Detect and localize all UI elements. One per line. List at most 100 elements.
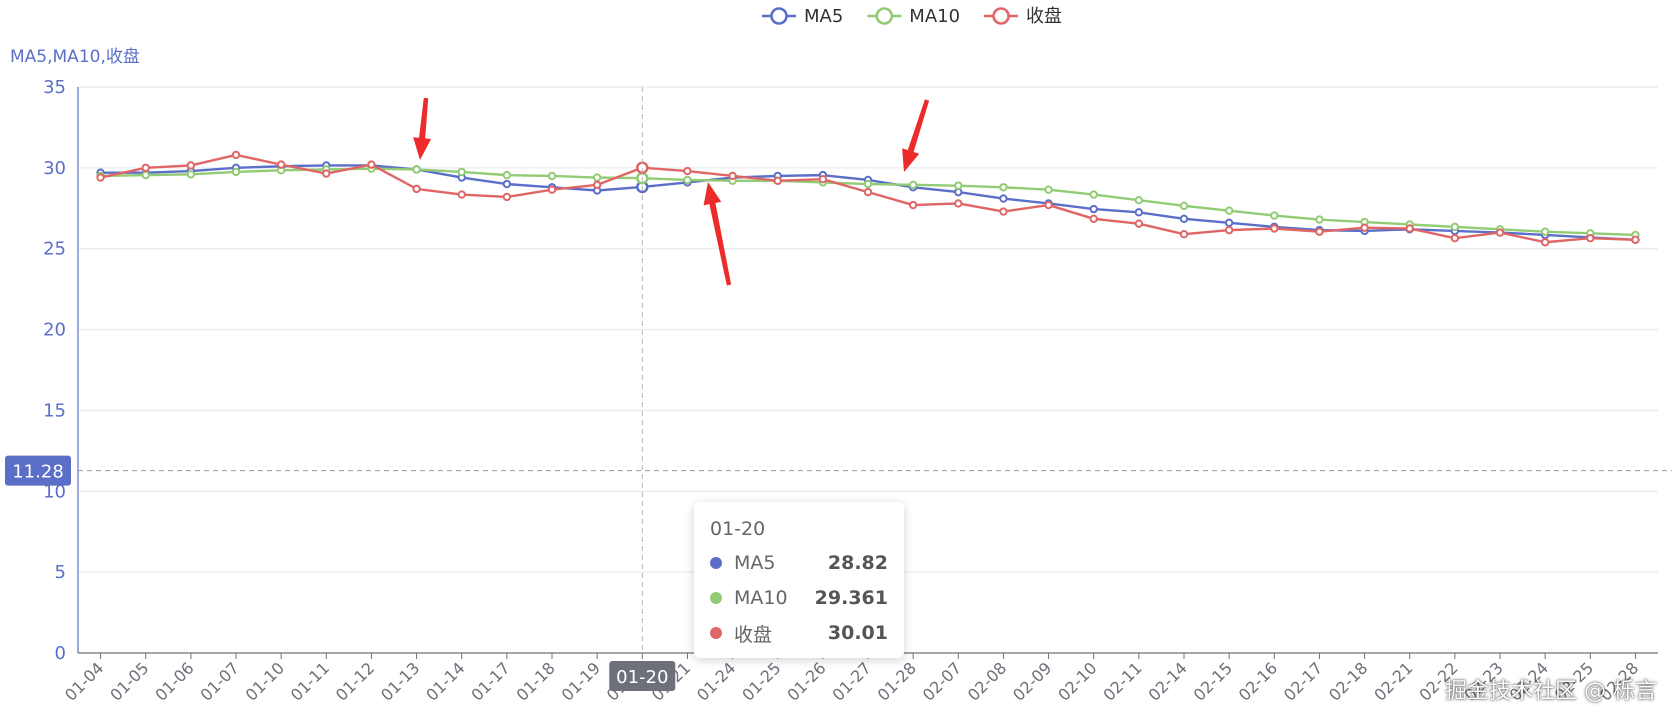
arrow-shape xyxy=(902,99,930,173)
data-point xyxy=(954,187,963,197)
data-point xyxy=(412,165,421,174)
data-point xyxy=(1179,201,1189,211)
x-tick-label: 01-06 xyxy=(151,658,197,704)
data-point xyxy=(1450,234,1460,243)
data-point xyxy=(1495,228,1505,237)
data-point xyxy=(502,192,512,202)
data-point xyxy=(367,160,376,169)
data-point xyxy=(1044,200,1053,210)
data-point xyxy=(1224,206,1234,215)
x-tick-label: 02-08 xyxy=(964,658,1010,704)
tooltip-dot-close xyxy=(710,627,722,639)
legend-label-1: MA10 xyxy=(909,6,960,27)
data-point xyxy=(231,167,241,177)
data-point xyxy=(818,174,828,184)
y-tick-label: 35 xyxy=(43,77,66,98)
x-tick-label: 01-26 xyxy=(783,658,829,704)
x-tick-label: 01-17 xyxy=(467,658,513,704)
data-point xyxy=(773,176,782,185)
x-tick-label: 01-12 xyxy=(332,658,378,704)
y-axis-label: MA5,MA10,收盘 xyxy=(10,47,140,67)
x-tick-label: 01-04 xyxy=(61,658,107,704)
tooltip-row-ma10: MA10 29.361 xyxy=(710,583,888,613)
x-tick-label: 01-19 xyxy=(558,658,604,704)
data-point xyxy=(683,175,692,185)
x-tick-label: 02-07 xyxy=(919,658,965,704)
data-point xyxy=(1450,222,1460,232)
data-point xyxy=(231,150,241,160)
data-point xyxy=(457,190,466,199)
tooltip-dot-ma10 xyxy=(710,592,722,604)
data-point xyxy=(728,171,737,181)
tooltip-row-close: 收盘 30.01 xyxy=(710,618,888,648)
data-point xyxy=(954,199,963,208)
x-tick-label: 01-11 xyxy=(287,658,333,704)
crosshair-x-label: 01-20 xyxy=(616,667,668,688)
data-point xyxy=(502,170,512,180)
data-point xyxy=(1179,229,1189,239)
data-point xyxy=(276,160,286,169)
data-point xyxy=(1586,234,1595,243)
tooltip-value-ma5: 28.82 xyxy=(827,552,888,574)
x-tick-label: 02-10 xyxy=(1054,658,1100,704)
arrow-shape xyxy=(413,97,432,160)
data-point xyxy=(1315,215,1324,224)
crosshair-y-badge xyxy=(5,455,71,486)
data-point xyxy=(1270,224,1279,233)
data-point xyxy=(1315,227,1324,236)
x-tick-label: 01-18 xyxy=(513,658,559,704)
y-tick-label: 25 xyxy=(43,239,66,260)
legend[interactable]: MA5 MA10 收盘 xyxy=(762,6,1062,27)
x-tick-label: 01-13 xyxy=(377,658,423,704)
arrow-shape xyxy=(703,181,732,286)
tooltip-title: 01-20 xyxy=(710,518,766,540)
y-tick-label: 15 xyxy=(43,400,66,421)
crosshair-y-label: 11.28 xyxy=(12,462,64,483)
tooltip-value-ma10: 29.361 xyxy=(814,587,888,609)
data-point xyxy=(141,170,150,180)
data-point xyxy=(1540,227,1550,236)
data-point xyxy=(908,180,918,190)
x-tick-label: 01-05 xyxy=(106,658,152,704)
data-point xyxy=(1089,190,1098,199)
annotations: 11.28 01-20 xyxy=(5,87,1672,691)
data-point xyxy=(999,194,1008,203)
data-point xyxy=(547,185,557,194)
watermark: 掘金技术社区 @ 栎言 xyxy=(1445,679,1657,704)
series-layer xyxy=(96,150,1640,247)
tooltip-label-close: 收盘 xyxy=(734,623,773,646)
arrow-annotation-1 xyxy=(413,97,432,160)
data-point xyxy=(412,184,421,194)
arrow-annotation-3 xyxy=(703,181,732,286)
x-tick-label: 01-25 xyxy=(738,658,784,704)
x-tick-label: 01-28 xyxy=(874,658,920,704)
x-tick-label: 02-21 xyxy=(1370,658,1416,704)
data-point xyxy=(1134,208,1144,217)
data-point xyxy=(592,173,602,182)
data-point xyxy=(999,183,1008,192)
data-point xyxy=(863,187,873,197)
legend-label-0: MA5 xyxy=(804,6,843,27)
data-point xyxy=(683,166,692,176)
tooltip-label-ma5: MA5 xyxy=(734,552,776,574)
data-point xyxy=(1089,214,1098,223)
y-tick-label: 0 xyxy=(55,643,66,664)
data-point xyxy=(1405,224,1414,233)
data-point xyxy=(908,200,918,210)
data-point xyxy=(592,180,602,190)
data-point xyxy=(999,207,1008,216)
data-point xyxy=(322,169,331,178)
x-tick-label: 02-14 xyxy=(1145,658,1191,704)
x-tick-label: 01-24 xyxy=(693,658,739,704)
legend-label-2: 收盘 xyxy=(1026,6,1062,27)
x-tick-label: 01-27 xyxy=(829,658,875,704)
legend-marker-0 xyxy=(770,7,788,25)
data-point xyxy=(1134,196,1144,205)
data-point xyxy=(1631,235,1640,245)
x-tick-label: 02-18 xyxy=(1325,658,1371,704)
x-tick-label: 02-15 xyxy=(1190,658,1236,704)
tooltip: 01-20 MA5 28.82 MA10 29.361 收盘 30.01 xyxy=(694,502,904,658)
legend-marker-2 xyxy=(992,7,1010,25)
data-point xyxy=(1134,219,1144,228)
data-point xyxy=(186,170,196,179)
